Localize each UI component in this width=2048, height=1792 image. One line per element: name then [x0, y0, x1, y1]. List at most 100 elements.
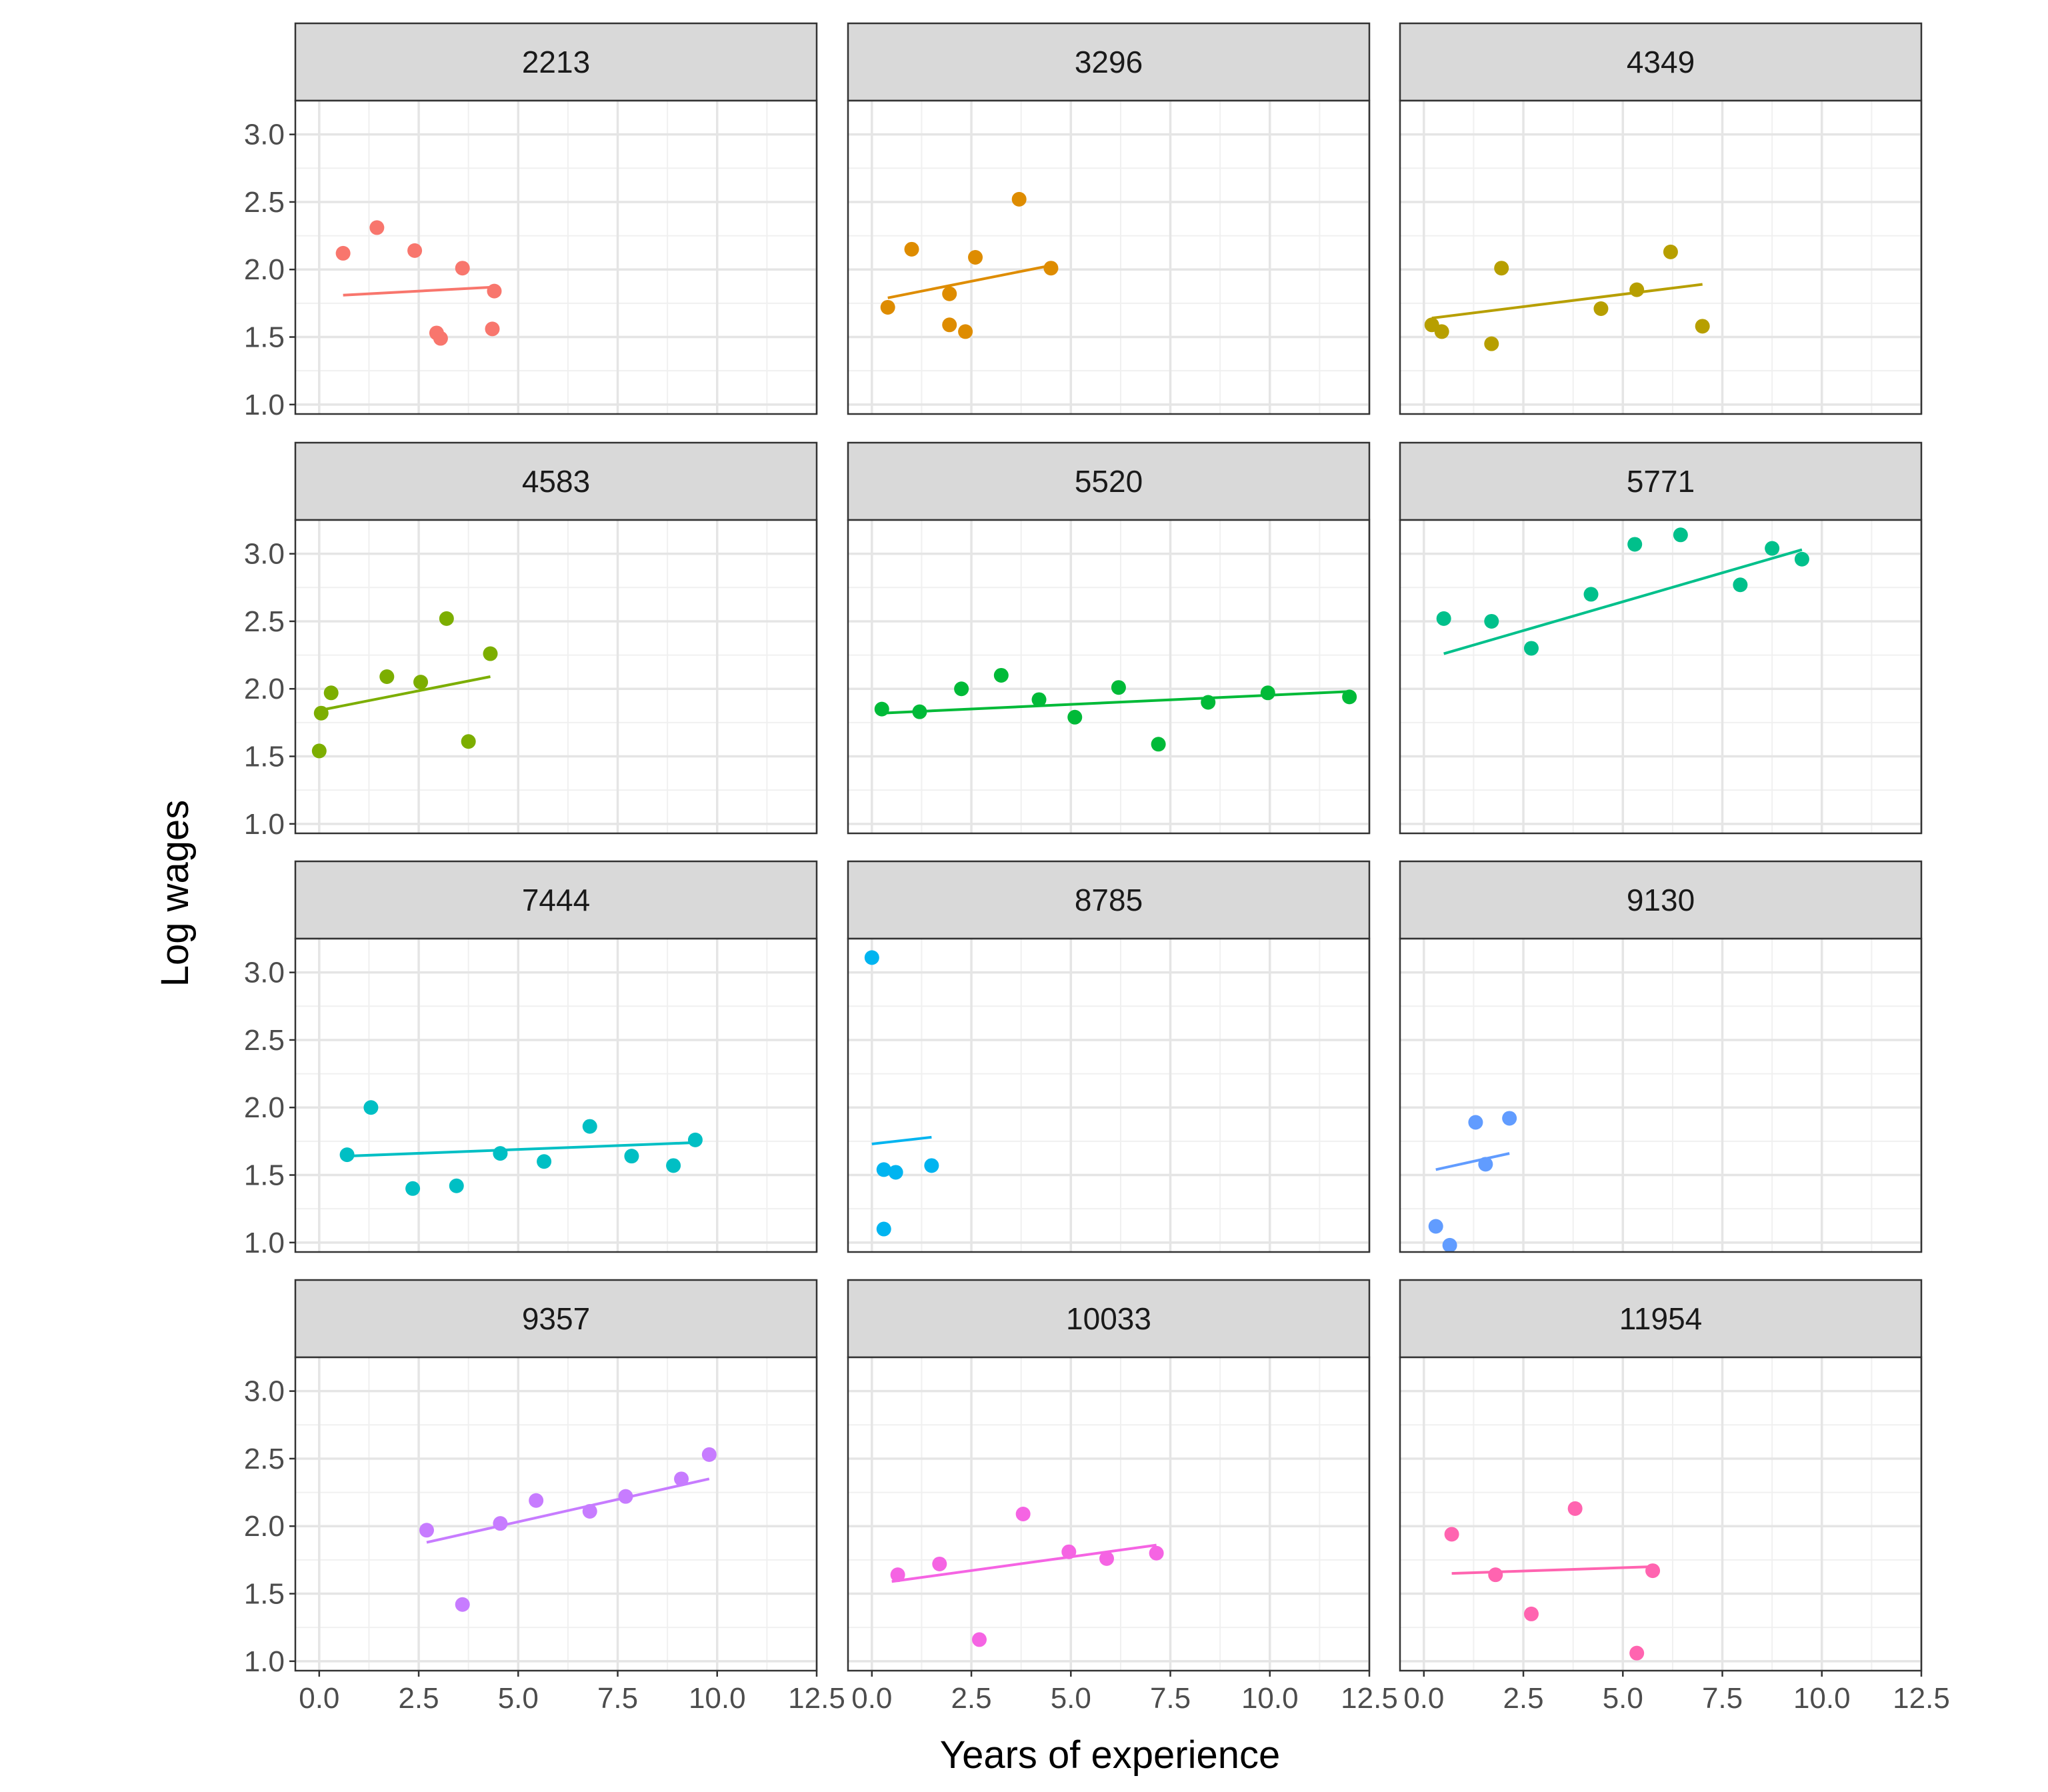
data-point [624, 1149, 639, 1164]
trend-line [891, 1543, 1157, 1583]
facet-panel-11954: 11954 0.0 2.5 5.0 7.5 10.0 12.5 [1399, 1279, 1950, 1715]
y-tick-label: 2.0 [244, 1091, 285, 1124]
facet-strip [1399, 1279, 1923, 1359]
data-point [932, 1556, 947, 1571]
data-point [1484, 336, 1499, 351]
trend-line [347, 1141, 696, 1158]
data-point [1099, 1551, 1115, 1566]
data-point [537, 1154, 552, 1169]
data-point [311, 743, 327, 759]
panel-background [848, 520, 1369, 833]
panel-border [1399, 519, 1923, 835]
x-axis-title: Years of experience [940, 1733, 1281, 1777]
data-point [1484, 613, 1499, 629]
data-point [888, 1165, 903, 1180]
panel-background [1400, 1357, 1921, 1671]
data-point [890, 1567, 905, 1583]
data-point [1629, 1645, 1645, 1661]
data-point [1428, 1219, 1443, 1234]
data-point [1436, 611, 1451, 626]
data-point [1645, 1563, 1661, 1579]
data-point [1502, 1111, 1517, 1126]
x-tick-label: 2.5 [398, 1682, 439, 1715]
data-point [876, 1162, 891, 1177]
data-point [419, 1523, 434, 1538]
data-point [1583, 587, 1599, 602]
facet-strip-label: 5771 [1627, 464, 1695, 499]
panel-background [1400, 520, 1921, 833]
facet-strip [847, 1279, 1371, 1359]
trend-line [1435, 1152, 1510, 1171]
data-point [968, 250, 983, 265]
data-point [582, 1503, 597, 1519]
data-point [971, 1632, 987, 1647]
facet-panel-2213: 2213 1.0 1.5 2.0 2.5 3.0 [244, 22, 818, 421]
y-axis-title: Log wages [153, 800, 197, 987]
data-point [379, 669, 395, 684]
data-point [493, 1516, 508, 1531]
data-point [1627, 537, 1643, 552]
trend-line [343, 285, 495, 297]
x-tick-label: 5.0 [1603, 1682, 1643, 1715]
x-tick-label: 10.0 [689, 1682, 746, 1715]
data-point [924, 1158, 939, 1173]
trend-line [871, 1135, 932, 1145]
data-point [405, 1181, 421, 1196]
facet-strip-label: 9130 [1627, 883, 1695, 917]
data-point [1523, 641, 1539, 656]
data-point [993, 667, 1009, 683]
data-point [880, 299, 895, 315]
data-point [1149, 1545, 1164, 1561]
facet-strip-label: 10033 [1066, 1301, 1151, 1336]
data-point [433, 331, 448, 346]
data-point [1488, 1567, 1503, 1583]
facet-strip [1399, 860, 1923, 940]
data-point [483, 646, 498, 661]
data-point [1794, 551, 1809, 567]
panel-border [847, 99, 1371, 415]
y-tick-label: 1.5 [244, 741, 285, 773]
data-point [904, 241, 919, 257]
x-tick-label: 10.0 [1241, 1682, 1299, 1715]
data-point [1011, 191, 1027, 207]
data-point [864, 950, 879, 965]
data-point [455, 261, 470, 276]
facet-panel-10033: 10033 0.0 2.5 5.0 7.5 10.0 12.5 [847, 1279, 1398, 1715]
facet-strip [847, 22, 1371, 102]
facet-strip [294, 441, 818, 521]
data-point [1067, 709, 1083, 725]
data-point [874, 701, 889, 717]
data-point [487, 283, 502, 299]
facet-strip [1399, 22, 1923, 102]
x-tick-label: 5.0 [1051, 1682, 1091, 1715]
x-tick-label: 10.0 [1793, 1682, 1851, 1715]
panel-border [1399, 1356, 1923, 1672]
data-point [1260, 685, 1275, 701]
facet-strip [847, 441, 1371, 521]
data-point [485, 321, 500, 337]
y-tick-label: 1.5 [244, 1578, 285, 1611]
panel-border [1399, 99, 1923, 415]
data-point [335, 245, 351, 261]
panel-border [294, 1356, 818, 1672]
data-point [958, 324, 973, 339]
x-tick-label: 5.0 [498, 1682, 539, 1715]
facet-strip [294, 22, 818, 102]
data-point [339, 1147, 355, 1163]
facet-panel-9130: 9130 [1399, 860, 1923, 1253]
data-point [1695, 319, 1710, 334]
facet-strip-label: 4583 [522, 464, 590, 499]
data-point [449, 1178, 464, 1193]
facet-panel-4583: 4583 1.0 1.5 2.0 2.5 3.0 [244, 441, 818, 841]
x-tick-label: 0.0 [851, 1682, 892, 1715]
data-point [1342, 689, 1357, 705]
y-tick-label: 3.0 [244, 1375, 285, 1408]
facet-panels: 2213 1.0 1.5 2.0 2.5 3.0 3296 4349 4583 1.0 1.5 2.0… [244, 22, 1950, 1715]
data-point [313, 705, 329, 721]
y-tick-label: 2.0 [244, 1510, 285, 1543]
y-tick-label: 2.0 [244, 253, 285, 286]
y-tick-label: 1.0 [244, 808, 285, 841]
facet-strip-label: 9357 [522, 1301, 590, 1336]
trend-line [887, 264, 1051, 299]
